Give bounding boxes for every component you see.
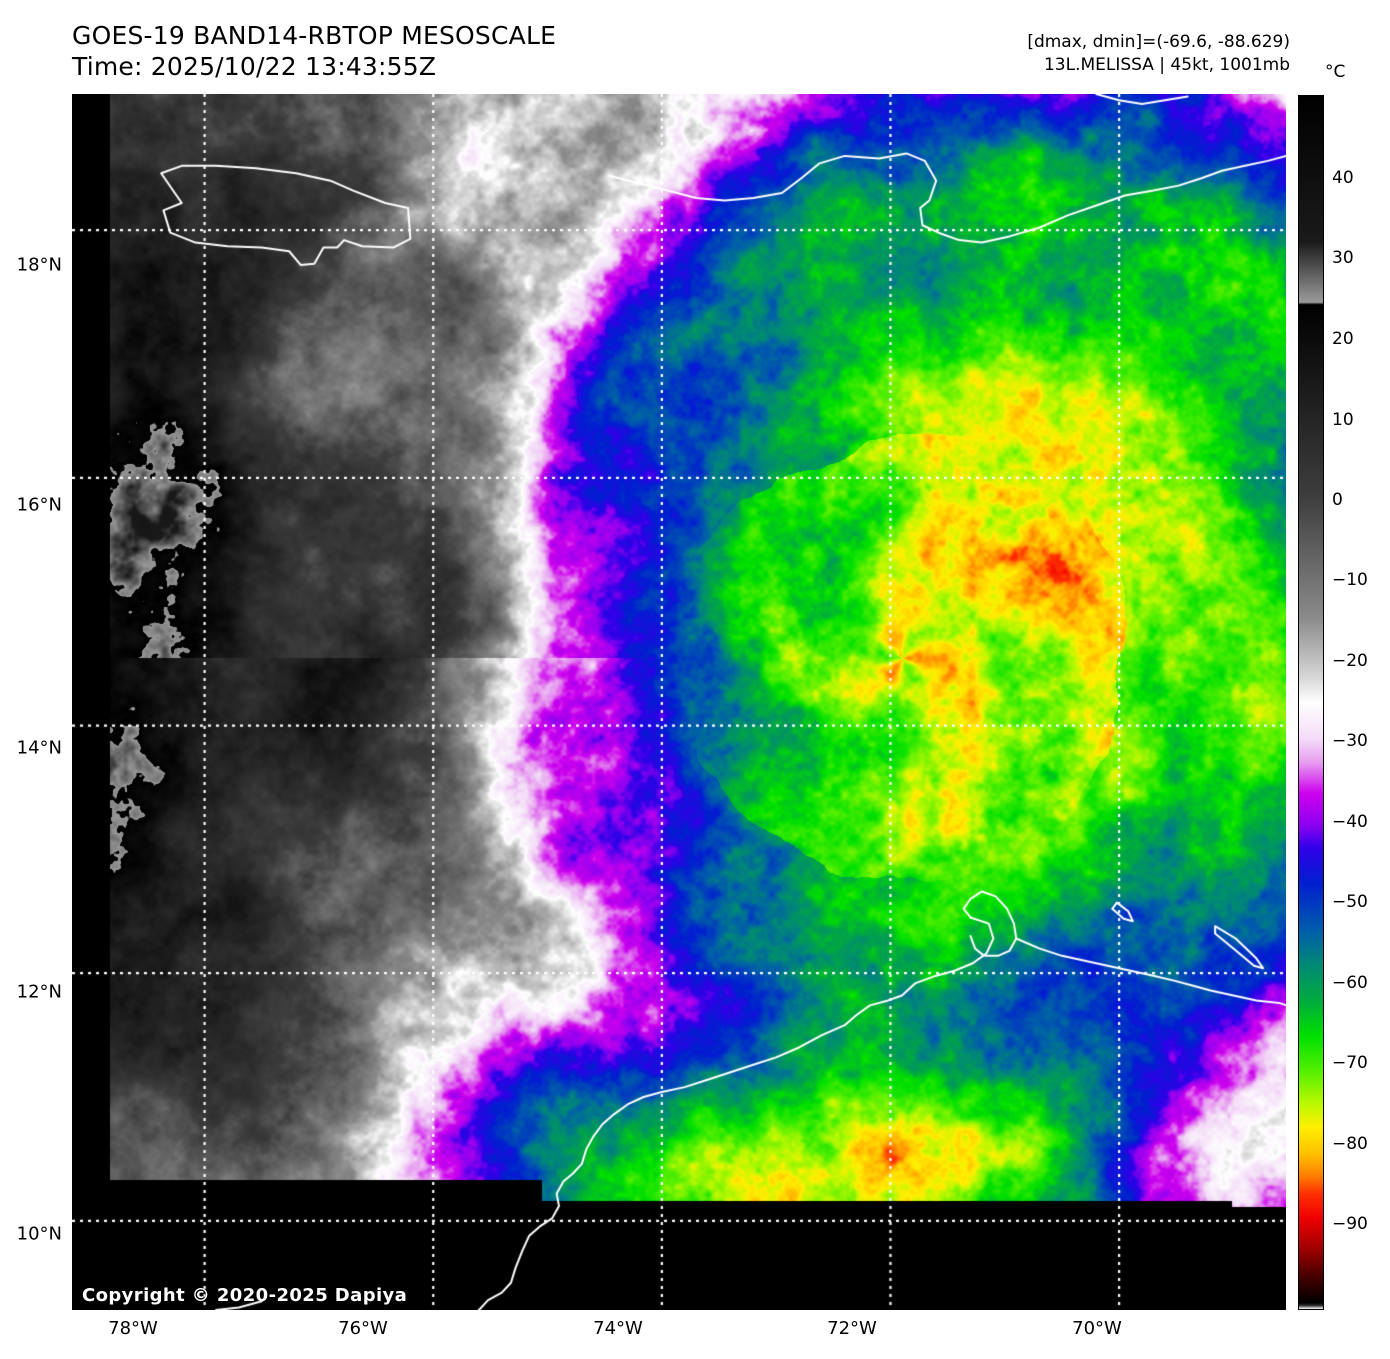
- x-tick-1: 76°W: [338, 1318, 388, 1339]
- metadata-block: [dmax, dmin]=(-69.6, -88.629) 13L.MELISS…: [1027, 31, 1290, 77]
- x-tick-3: 72°W: [827, 1318, 877, 1339]
- colorbar-tick-3: 10: [1332, 410, 1354, 430]
- colorbar-gradient: [1299, 96, 1323, 1309]
- colorbar-tick-0: 40: [1332, 168, 1354, 188]
- colorbar-tick-1: 30: [1332, 248, 1354, 268]
- timestamp-label: Time: 2025/10/22 13:43:55Z: [72, 52, 437, 81]
- colorbar-tick-12: −80: [1332, 1134, 1368, 1154]
- y-tick-0: 18°N: [16, 254, 62, 276]
- colorbar-unit-label: °C: [1325, 62, 1346, 82]
- x-tick-4: 70°W: [1072, 1318, 1122, 1339]
- colorbar-tick-9: −50: [1332, 892, 1368, 912]
- temperature-colorbar[interactable]: [1298, 95, 1324, 1310]
- colorbar-tick-11: −70: [1332, 1053, 1368, 1073]
- y-tick-3: 12°N: [16, 981, 62, 1003]
- y-tick-2: 14°N: [16, 737, 62, 759]
- colorbar-tick-10: −60: [1332, 973, 1368, 993]
- satellite-image-plot[interactable]: [72, 94, 1286, 1310]
- x-tick-2: 74°W: [593, 1318, 643, 1339]
- colorbar-tick-8: −40: [1332, 812, 1368, 832]
- satellite-imagery-canvas: [72, 94, 1286, 1310]
- colorbar-tick-5: −10: [1332, 570, 1368, 590]
- copyright-label: Copyright © 2020-2025 Dapiya: [82, 1285, 408, 1306]
- colorbar-tick-2: 20: [1332, 329, 1354, 349]
- y-tick-4: 10°N: [16, 1223, 62, 1245]
- product-title: GOES-19 BAND14-RBTOP MESOSCALE: [72, 21, 557, 50]
- storm-info-label: 13L.MELISSA | 45kt, 1001mb: [1043, 55, 1290, 75]
- colorbar-tick-13: −90: [1332, 1214, 1368, 1234]
- colorbar-tick-4: 0: [1332, 490, 1343, 510]
- colorbar-tick-6: −20: [1332, 651, 1368, 671]
- page-title: GOES-19 BAND14-RBTOP MESOSCALE Time: 202…: [72, 20, 556, 82]
- x-tick-0: 78°W: [108, 1318, 158, 1339]
- colorbar-tick-7: −30: [1332, 731, 1368, 751]
- dminmax-label: [dmax, dmin]=(-69.6, -88.629): [1027, 32, 1290, 52]
- y-tick-1: 16°N: [16, 494, 62, 516]
